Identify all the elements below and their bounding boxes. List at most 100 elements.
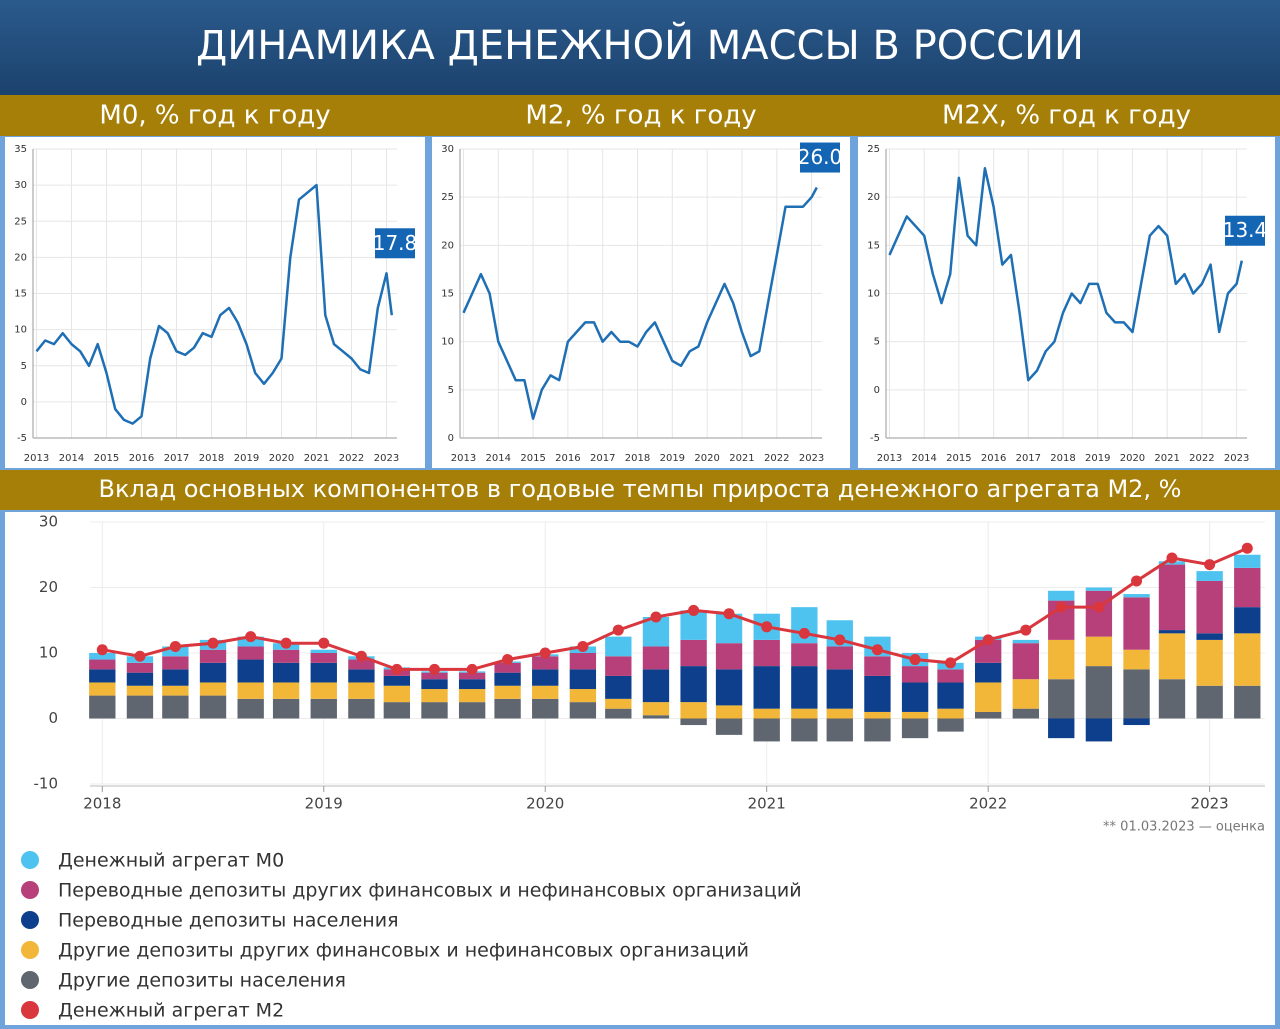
bar-segment (272, 682, 300, 699)
series-point (169, 640, 181, 652)
bar-segment (937, 718, 964, 732)
bar-segment (791, 643, 818, 667)
x-tick-label: 2018 (199, 453, 224, 464)
bar-segment (1158, 564, 1186, 631)
y-tick-label: 0 (874, 385, 880, 396)
bar-segment (680, 702, 707, 719)
bar-segment (826, 708, 853, 719)
series-point (1241, 542, 1253, 554)
chart-subtitle: М2Х, % год к году (942, 101, 1191, 131)
bar-segment (715, 705, 743, 719)
bar-segment (826, 669, 853, 709)
y-tick-label: 15 (14, 289, 27, 300)
subtitle-band (0, 470, 1280, 510)
bar-segment (826, 718, 853, 742)
annotation-box (375, 228, 415, 259)
y-tick-label: 15 (441, 289, 454, 300)
bar-segment (458, 689, 486, 703)
bar-segment (753, 718, 780, 742)
bar-segment (1158, 679, 1186, 719)
bar-segment (348, 682, 375, 699)
y-tick-label: 5 (874, 337, 880, 348)
bar-segment (348, 669, 375, 683)
x-tick-label: 2018 (1050, 453, 1075, 464)
x-tick-label: 2020 (269, 453, 294, 464)
bar-segment (753, 666, 780, 709)
legend-label: Денежный агрегат М0 (58, 850, 284, 872)
y-tick-label: 0 (21, 397, 27, 408)
y-tick-label: 25 (441, 192, 454, 203)
bar-segment (272, 698, 300, 719)
bar-segment (1123, 718, 1150, 726)
y-tick-label: 10 (867, 289, 880, 300)
bar-segment (1085, 587, 1113, 591)
series-point (834, 634, 846, 646)
y-tick-label: 20 (39, 578, 58, 596)
series-line (888, 167, 1244, 382)
x-tick-label: 2015 (94, 453, 119, 464)
bar-segment (458, 679, 486, 690)
x-tick-label: 2014 (486, 453, 511, 464)
bar-segment (605, 675, 632, 699)
bar-segment (680, 639, 707, 667)
bar-segment (715, 643, 743, 670)
bar-segment (937, 682, 964, 709)
bar-segment (162, 695, 189, 719)
x-tick-label: 2016 (129, 453, 154, 464)
bar-segment (458, 672, 486, 680)
bar-segment (1048, 718, 1075, 739)
bar-segment (1234, 554, 1261, 568)
bar-segment (791, 708, 818, 719)
bar-segment (605, 656, 632, 676)
annotation: 17.8 (373, 231, 418, 255)
bar-segment (605, 708, 632, 719)
bar-segment (199, 695, 227, 719)
y-tick-label: 5 (448, 385, 454, 396)
bar-segment (532, 669, 559, 686)
x-tick-label: 2013 (24, 453, 49, 464)
x-tick-label: 2020 (526, 795, 564, 813)
series-line (102, 546, 1248, 671)
bar-segment (753, 708, 780, 719)
bar-segment (1012, 679, 1039, 709)
bar-segment (89, 659, 116, 670)
x-tick-label: 2013 (877, 453, 902, 464)
bar-segment (864, 656, 891, 676)
series-point (318, 637, 330, 649)
series-point (1093, 601, 1105, 613)
bar-segment (1196, 639, 1223, 686)
bar-segment (458, 702, 486, 719)
series-point (207, 637, 219, 649)
legend-swatch (21, 911, 39, 929)
x-tick-label: 2021 (729, 453, 754, 464)
series-point (1020, 624, 1032, 636)
bar-segment (126, 685, 154, 696)
bar-segment (199, 682, 227, 696)
series-point (134, 650, 146, 662)
bar-segment (162, 669, 189, 686)
chart-subtitle: М0, % год к году (99, 101, 330, 131)
legend-swatch (21, 941, 39, 959)
x-tick-label: 2021 (748, 795, 786, 813)
bar-segment (383, 675, 411, 686)
bar-segment (864, 675, 891, 712)
series-point (355, 650, 367, 662)
bar-segment (89, 653, 116, 660)
bar-segment (310, 649, 337, 653)
series-point (391, 663, 403, 675)
x-tick-label: 2023 (1191, 795, 1229, 813)
bar-segment (1158, 630, 1186, 634)
series-point (1166, 552, 1178, 564)
bar-segment (605, 698, 632, 709)
bar-segment (237, 646, 264, 660)
bar-segment (1196, 571, 1223, 581)
x-tick-label: 2019 (1085, 453, 1110, 464)
bar-segment (421, 672, 448, 680)
subtitle-band (0, 95, 1280, 136)
x-tick-label: 2018 (83, 795, 121, 813)
bar-segment (753, 639, 780, 667)
bar-segment (310, 662, 337, 683)
x-tick-label: 2019 (660, 453, 685, 464)
header-band (0, 0, 1280, 95)
bar-segment (1085, 718, 1113, 742)
